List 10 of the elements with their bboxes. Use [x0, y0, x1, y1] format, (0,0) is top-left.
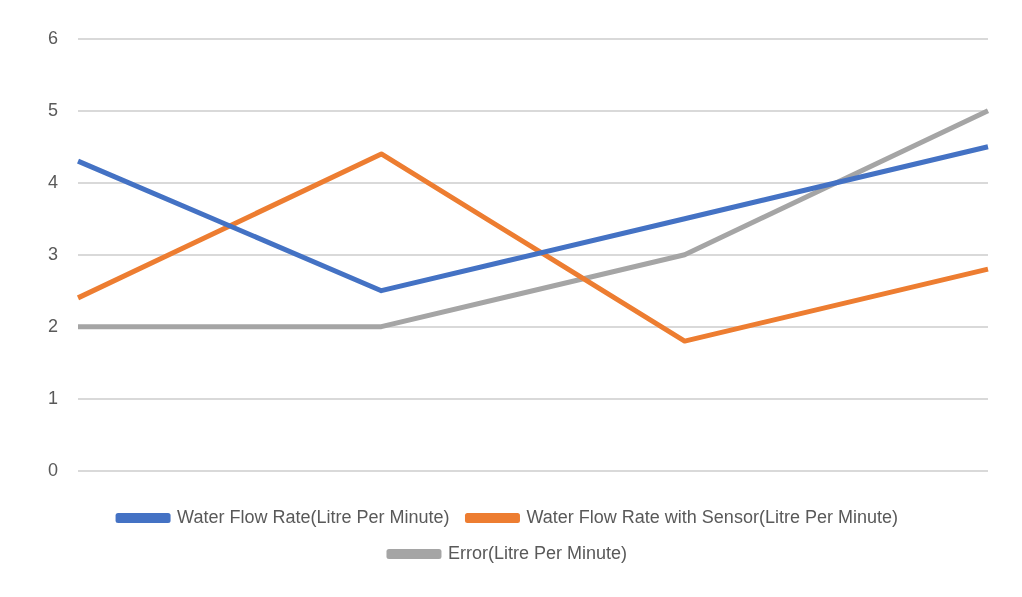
y-tick-label: 3: [48, 243, 59, 264]
y-tick-label: 2: [48, 315, 59, 336]
legend-label: Error(Litre Per Minute): [447, 542, 628, 563]
legend-label: Water Flow Rate(Litre Per Minute): [177, 506, 450, 527]
y-tick-label: 5: [48, 99, 59, 120]
y-tick-label: 1: [48, 387, 59, 408]
legend-label: Water Flow Rate with Sensor(Litre Per Minute): [526, 506, 898, 527]
y-tick-label: 0: [48, 459, 59, 480]
y-tick-label: 4: [48, 171, 59, 192]
y-tick-label: 6: [48, 27, 59, 48]
